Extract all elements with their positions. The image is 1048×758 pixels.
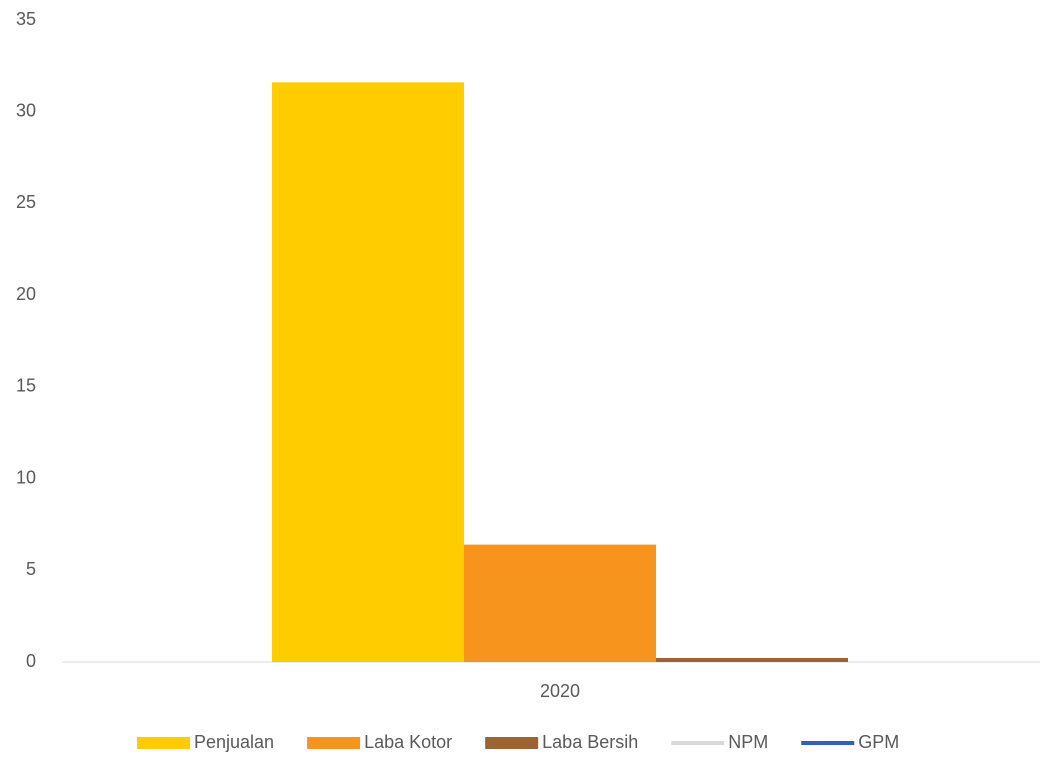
legend-swatch bbox=[307, 737, 361, 749]
y-tick-label: 20 bbox=[16, 284, 36, 304]
bar bbox=[656, 657, 848, 662]
y-tick-label: 30 bbox=[16, 100, 36, 120]
legend-swatch bbox=[485, 737, 539, 749]
y-tick-label: 35 bbox=[16, 9, 36, 29]
y-tick-label: 15 bbox=[16, 376, 36, 396]
y-tick-label: 5 bbox=[26, 559, 36, 579]
y-tick-label: 25 bbox=[16, 192, 36, 212]
legend-label: NPM bbox=[728, 732, 768, 752]
legend-label: GPM bbox=[858, 732, 899, 752]
y-tick-label: 0 bbox=[26, 651, 36, 671]
bar bbox=[464, 544, 656, 662]
legend-swatch bbox=[137, 737, 190, 749]
y-tick-label: 10 bbox=[16, 467, 36, 487]
legend-label: Laba Kotor bbox=[364, 732, 452, 752]
legend-label: Laba Bersih bbox=[542, 732, 638, 752]
bar bbox=[272, 82, 464, 662]
legend-label: Penjualan bbox=[194, 732, 274, 752]
x-tick-label: 2020 bbox=[540, 681, 580, 701]
